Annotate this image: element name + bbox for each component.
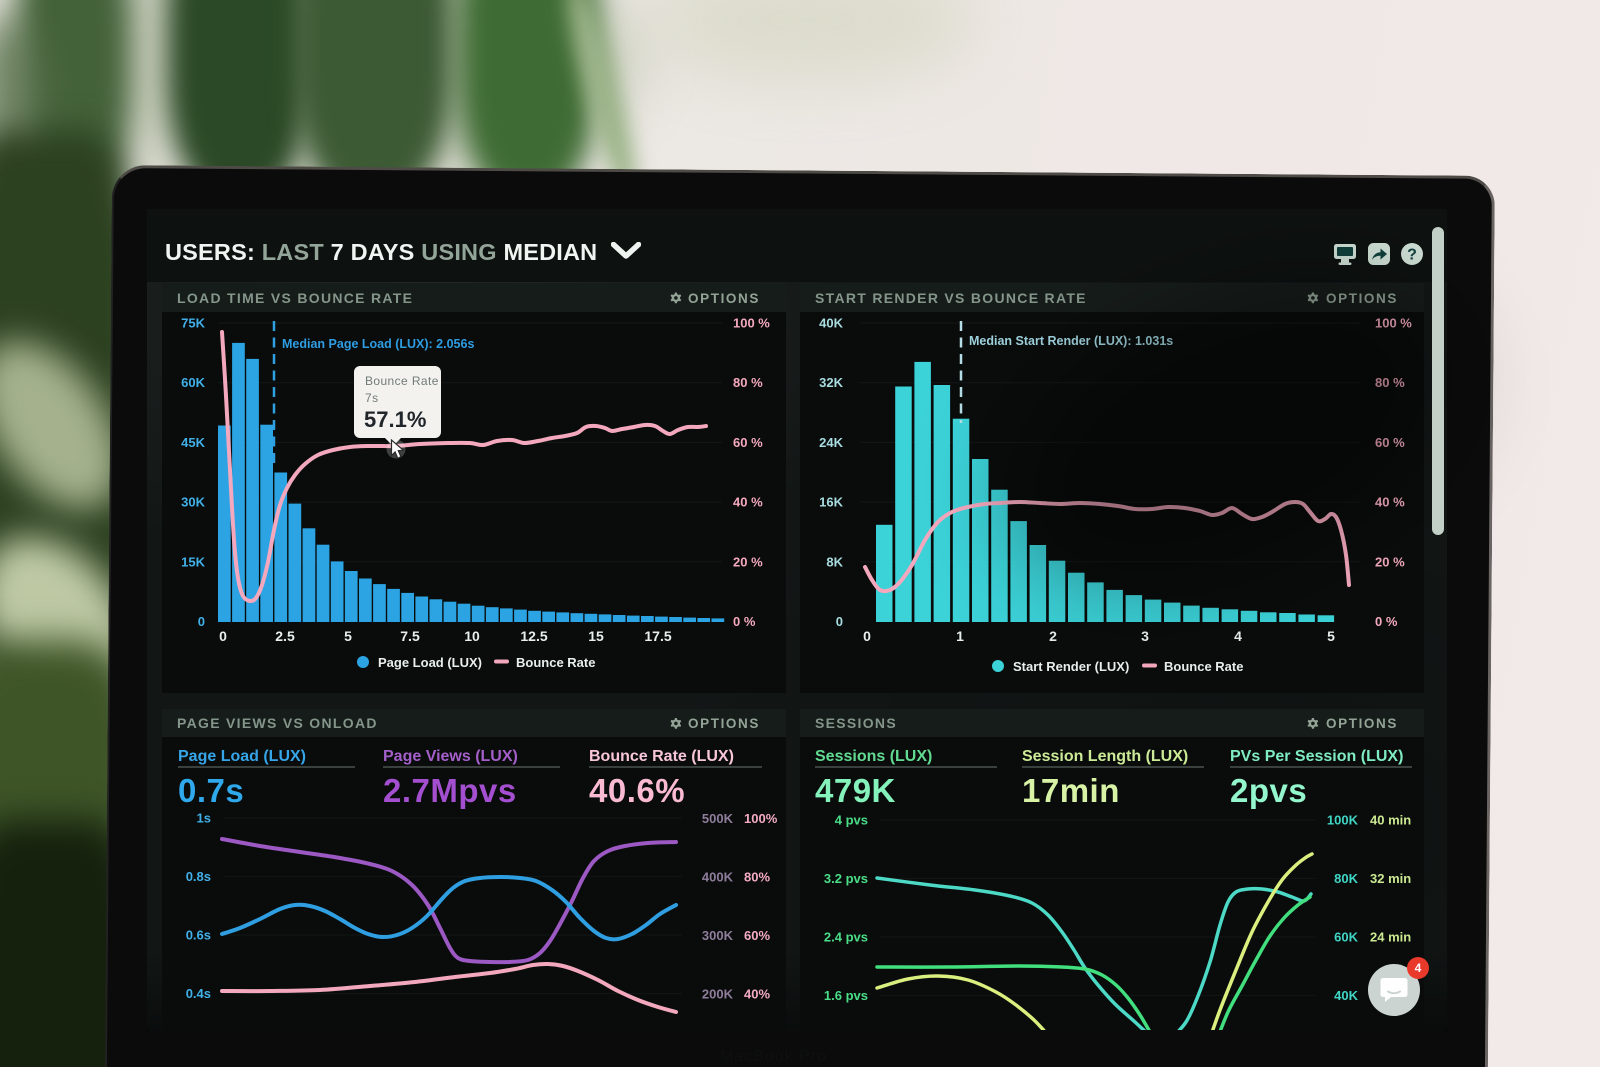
svg-text:0: 0	[836, 614, 843, 629]
svg-text:15: 15	[588, 628, 604, 644]
svg-text:2.5: 2.5	[275, 628, 295, 644]
svg-text:80K: 80K	[1334, 871, 1358, 886]
svg-text:40 min: 40 min	[1370, 813, 1411, 828]
svg-text:OPTIONS: OPTIONS	[1326, 716, 1398, 731]
svg-text:300K: 300K	[702, 928, 734, 943]
svg-text:80 %: 80 %	[1375, 375, 1405, 390]
svg-text:16K: 16K	[819, 495, 843, 510]
svg-text:200K: 200K	[702, 987, 734, 1002]
svg-text:4: 4	[1234, 628, 1242, 644]
svg-text:5: 5	[1327, 628, 1335, 644]
svg-text:OPTIONS: OPTIONS	[1326, 291, 1398, 306]
svg-text:80%: 80%	[744, 870, 770, 885]
svg-text:0.7s: 0.7s	[178, 772, 244, 809]
svg-text:3: 3	[1141, 628, 1149, 644]
svg-text:10: 10	[464, 628, 480, 644]
svg-text:START RENDER VS BOUNCE RATE: START RENDER VS BOUNCE RATE	[815, 290, 1087, 306]
svg-text:OPTIONS: OPTIONS	[688, 716, 760, 731]
svg-text:Page Load (LUX): Page Load (LUX)	[378, 655, 482, 670]
svg-text:75K: 75K	[181, 316, 205, 331]
svg-text:15K: 15K	[181, 554, 205, 569]
svg-text:PVs Per Session (LUX): PVs Per Session (LUX)	[1230, 748, 1403, 765]
svg-text:4 pvs: 4 pvs	[835, 813, 868, 828]
svg-text:60K: 60K	[1334, 930, 1358, 945]
svg-text:LOAD TIME VS BOUNCE RATE: LOAD TIME VS BOUNCE RATE	[177, 290, 413, 306]
svg-text:8K: 8K	[826, 554, 843, 569]
svg-text:1: 1	[956, 628, 964, 644]
svg-text:0: 0	[219, 628, 227, 644]
svg-text:60 %: 60 %	[733, 435, 763, 450]
svg-text:0: 0	[198, 614, 205, 629]
svg-text:7s: 7s	[365, 391, 378, 405]
svg-text:479K: 479K	[815, 772, 896, 809]
svg-text:100%: 100%	[744, 811, 778, 826]
svg-text:1.6 pvs: 1.6 pvs	[824, 988, 868, 1003]
svg-text:7.5: 7.5	[400, 628, 420, 644]
svg-text:40%: 40%	[744, 987, 770, 1002]
svg-text:SESSIONS: SESSIONS	[815, 715, 897, 731]
svg-text:40K: 40K	[819, 316, 843, 331]
svg-text:0.4s: 0.4s	[186, 986, 211, 1001]
svg-text:0 %: 0 %	[733, 614, 756, 629]
svg-text:40K: 40K	[1334, 988, 1358, 1003]
svg-text:80 %: 80 %	[733, 375, 763, 390]
svg-text:60K: 60K	[181, 375, 205, 390]
svg-text:60 %: 60 %	[1375, 435, 1405, 450]
svg-text:Bounce Rate: Bounce Rate	[516, 655, 595, 670]
svg-text:17min: 17min	[1022, 772, 1120, 809]
svg-text:500K: 500K	[702, 811, 734, 826]
svg-text:3.2 pvs: 3.2 pvs	[824, 871, 868, 886]
svg-text:12.5: 12.5	[520, 628, 547, 644]
svg-text:OPTIONS: OPTIONS	[688, 291, 760, 306]
svg-text:20 %: 20 %	[733, 554, 763, 569]
svg-text:Page Load (LUX): Page Load (LUX)	[178, 748, 306, 765]
svg-text:40 %: 40 %	[733, 495, 763, 510]
svg-text:Bounce Rate (LUX): Bounce Rate (LUX)	[589, 748, 734, 765]
svg-text:20 %: 20 %	[1375, 554, 1405, 569]
svg-text:2.7Mpvs: 2.7Mpvs	[383, 772, 517, 809]
svg-text:30K: 30K	[181, 495, 205, 510]
svg-text:Session Length (LUX): Session Length (LUX)	[1022, 748, 1188, 765]
svg-text:0.8s: 0.8s	[186, 869, 211, 884]
svg-text:100K: 100K	[1327, 813, 1359, 828]
svg-text:Start Render (LUX): Start Render (LUX)	[1013, 659, 1129, 674]
svg-text:40 %: 40 %	[1375, 495, 1405, 510]
svg-text:57.1%: 57.1%	[364, 407, 426, 432]
svg-text:Bounce Rate: Bounce Rate	[1164, 659, 1243, 674]
svg-text:32 min: 32 min	[1370, 871, 1411, 886]
svg-text:PAGE VIEWS VS ONLOAD: PAGE VIEWS VS ONLOAD	[177, 715, 378, 731]
svg-text:40.6%: 40.6%	[589, 772, 685, 809]
svg-text:2.4 pvs: 2.4 pvs	[824, 930, 868, 945]
svg-text:Median Start Render (LUX): 1.0: Median Start Render (LUX): 1.031s	[969, 334, 1173, 348]
svg-text:?: ?	[1407, 247, 1417, 264]
svg-text:100 %: 100 %	[1375, 316, 1412, 331]
svg-text:400K: 400K	[702, 870, 734, 885]
svg-text:24K: 24K	[819, 435, 843, 450]
svg-text:0 %: 0 %	[1375, 614, 1398, 629]
svg-text:5: 5	[344, 628, 352, 644]
svg-text:Median Page Load (LUX): 2.056s: Median Page Load (LUX): 2.056s	[282, 337, 474, 351]
svg-text:32K: 32K	[819, 375, 843, 390]
svg-text:2: 2	[1049, 628, 1057, 644]
svg-text:Page Views (LUX): Page Views (LUX)	[383, 748, 518, 765]
svg-text:45K: 45K	[181, 435, 205, 450]
svg-text:1s: 1s	[197, 811, 211, 826]
svg-text:24 min: 24 min	[1370, 930, 1411, 945]
svg-text:100 %: 100 %	[733, 316, 770, 331]
svg-text:2pvs: 2pvs	[1230, 772, 1307, 809]
svg-text:Sessions (LUX): Sessions (LUX)	[815, 748, 932, 765]
svg-text:60%: 60%	[744, 928, 770, 943]
svg-text:Bounce Rate: Bounce Rate	[365, 374, 439, 388]
svg-text:17.5: 17.5	[644, 628, 671, 644]
svg-text:0.6s: 0.6s	[186, 928, 211, 943]
svg-text:0: 0	[863, 628, 871, 644]
